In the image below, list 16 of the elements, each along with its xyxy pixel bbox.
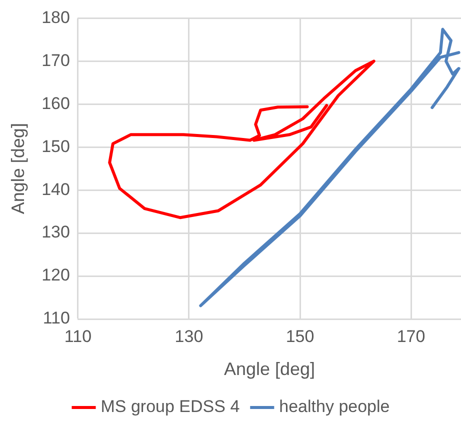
x-tick-label: 150 (286, 326, 314, 346)
y-tick-label: 120 (42, 266, 70, 285)
x-axis-title: Angle [deg] (224, 359, 316, 380)
x-tick-label: 170 (396, 326, 426, 346)
y-tick-label: 150 (42, 136, 70, 156)
y-tick-label: 130 (42, 222, 70, 242)
legend-label: healthy people (279, 397, 390, 416)
y-tick-label: 170 (42, 50, 70, 70)
y-tick-label: 180 (42, 8, 70, 27)
y-tick-label: 140 (42, 180, 70, 199)
legend-label: MS group EDSS 4 (100, 397, 240, 416)
x-tick-label: 130 (174, 326, 204, 346)
y-tick-label: 110 (42, 308, 70, 328)
x-tick-label: 110 (64, 326, 92, 346)
y-axis-title: Angle [deg] (8, 123, 28, 214)
y-tick-label: 160 (42, 94, 70, 113)
